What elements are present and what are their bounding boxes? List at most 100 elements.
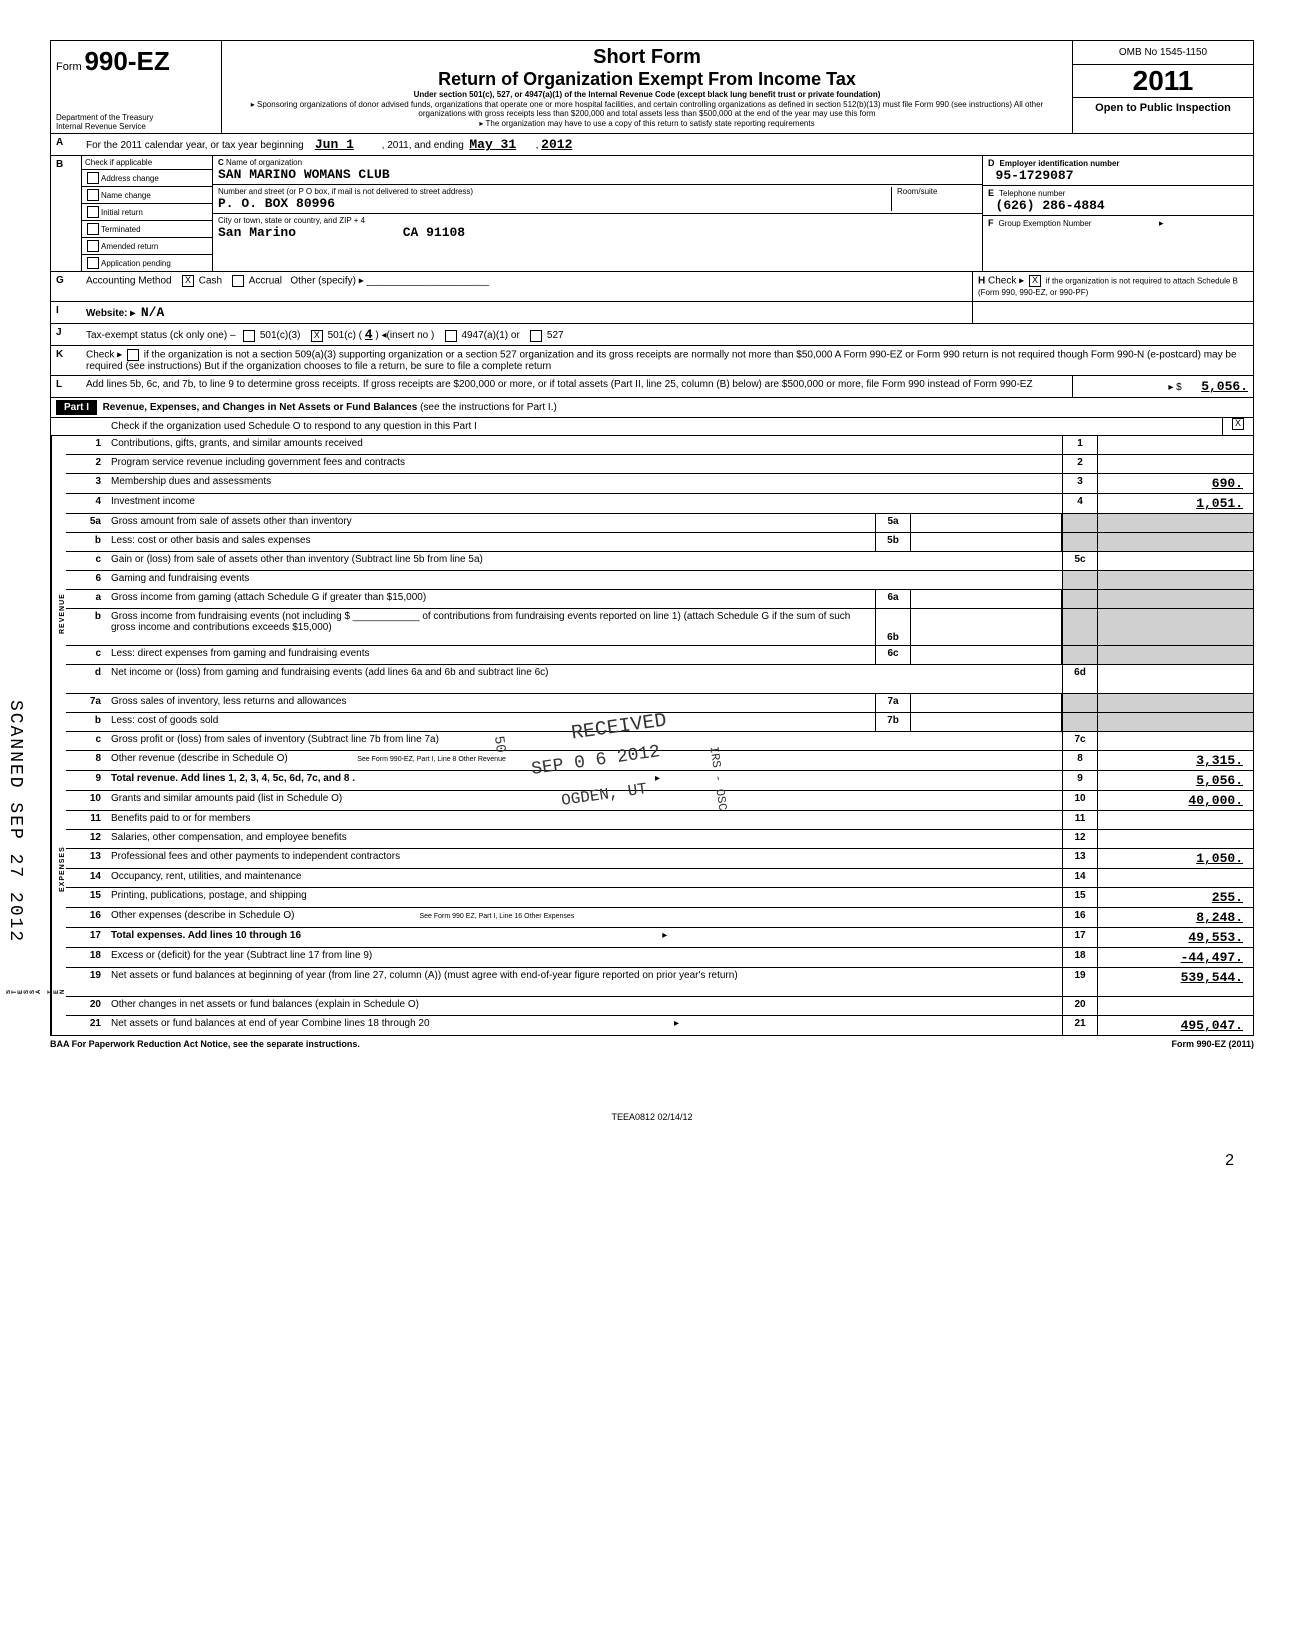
footer-baa: BAA For Paperwork Reduction Act Notice, … [50, 1039, 360, 1049]
return-title: Return of Organization Exempt From Incom… [232, 69, 1062, 90]
part1-check-row: Check if the organization used Schedule … [51, 418, 1253, 436]
website-value: N/A [141, 305, 164, 320]
chk-h[interactable]: X [1029, 275, 1041, 287]
h-text: Check ▸ [988, 276, 1024, 287]
chk-initial[interactable] [87, 206, 99, 218]
part1-title: Revenue, Expenses, and Changes in Net As… [103, 402, 418, 413]
line8-desc: Other revenue (describe in Schedule O) [111, 753, 288, 764]
line9-desc: Total revenue. Add lines 1, 2, 3, 4, 5c,… [111, 773, 355, 784]
chk-part1[interactable]: X [1232, 418, 1244, 430]
chk-amended[interactable] [87, 240, 99, 252]
a-text: For the 2011 calendar year, or tax year … [86, 140, 304, 151]
room-label: Room/suite [891, 187, 977, 211]
form-prefix: Form [56, 61, 82, 73]
chk-4947[interactable] [445, 330, 457, 342]
line2-desc: Program service revenue including govern… [106, 455, 1062, 473]
k-text: Check ▸ [86, 350, 122, 361]
b-label: Check if applicable [82, 156, 212, 170]
omb-number: OMB No 1545-1150 [1073, 41, 1253, 65]
line19-val: 539,544. [1097, 968, 1253, 996]
form-header: Form 990-EZ Department of the Treasury I… [51, 41, 1253, 134]
line1-desc: Contributions, gifts, grants, and simila… [106, 436, 1062, 454]
open-to-public: Open to Public Inspection [1073, 97, 1253, 118]
line4-desc: Investment income [106, 494, 1062, 513]
line14-val [1097, 869, 1253, 887]
main-table: RECEIVED SEP 0 6 2012 OGDEN, UT IRS - OS… [51, 436, 1253, 1035]
c-label: Name of organization [226, 158, 302, 167]
line3-val: 690. [1097, 474, 1253, 493]
line4-val: 1,051. [1097, 494, 1253, 513]
header-note1: ▸ Sponsoring organizations of donor advi… [232, 100, 1062, 119]
line7b-desc: Less: cost of goods sold [106, 713, 875, 731]
row-i: I Website: ▸ N/A [51, 302, 1253, 324]
lbl-accrual: Accrual [249, 276, 282, 287]
check-column: Check if applicable Address change Name … [82, 156, 213, 271]
line20-val [1097, 997, 1253, 1015]
line6b-desc: Gross income from fundraising events (no… [111, 611, 350, 622]
line15-desc: Printing, publications, postage, and shi… [106, 888, 1062, 907]
f-arrow: ▸ [1159, 218, 1164, 228]
lbl-initial: Initial return [101, 208, 143, 217]
row-gh: G Accounting Method X Cash Accrual Other… [51, 272, 1253, 302]
line5c-desc: Gain or (loss) from sale of assets other… [106, 552, 1062, 570]
lbl-4947: 4947(a)(1) or [461, 330, 519, 341]
chk-name[interactable] [87, 189, 99, 201]
org-city: San Marino [218, 225, 296, 240]
line19-desc: Net assets or fund balances at beginning… [106, 968, 1062, 996]
chk-501c3[interactable] [243, 330, 255, 342]
j-label: Tax-exempt status (ck only one) – [86, 330, 236, 341]
lbl-insert: ) ◂(insert no ) [375, 330, 434, 341]
page-number: 2 [50, 1152, 1254, 1170]
chk-accrual[interactable] [232, 275, 244, 287]
chk-address[interactable] [87, 172, 99, 184]
vert-assets: NET ASSETS [51, 948, 66, 1035]
form-number: 990-EZ [84, 46, 169, 76]
line6d-val [1097, 665, 1253, 693]
footer: BAA For Paperwork Reduction Act Notice, … [50, 1036, 1254, 1052]
lbl-501c: 501(c) ( [328, 330, 362, 341]
chk-pending[interactable] [87, 257, 99, 269]
line13-val: 1,050. [1097, 849, 1253, 868]
row-l: L Add lines 5b, 6c, and 7b, to line 9 to… [51, 376, 1253, 398]
lbl-527: 527 [547, 330, 564, 341]
lbl-name: Name change [101, 191, 151, 200]
row-j: J Tax-exempt status (ck only one) – 501(… [51, 324, 1253, 346]
chk-k[interactable] [127, 349, 139, 361]
line11-desc: Benefits paid to or for members [106, 811, 1062, 829]
org-name: SAN MARINO WOMANS CLUB [218, 167, 390, 182]
line6c-box: 6c [875, 646, 911, 664]
line12-desc: Salaries, other compensation, and employ… [106, 830, 1062, 848]
line6d-desc: Net income or (loss) from gaming and fun… [106, 665, 1062, 693]
chk-cash[interactable]: X [182, 275, 194, 287]
part1-instr: (see the instructions for Part I.) [420, 402, 557, 413]
lbl-terminated: Terminated [101, 225, 141, 234]
row-a: A For the 2011 calendar year, or tax yea… [51, 134, 1253, 156]
lbl-cash: Cash [199, 276, 222, 287]
line6a-box: 6a [875, 590, 911, 608]
lbl-amended: Amended return [101, 242, 158, 251]
chk-501c[interactable]: X [311, 330, 323, 342]
chk-terminated[interactable] [87, 223, 99, 235]
line3-desc: Membership dues and assessments [106, 474, 1062, 493]
chk-527[interactable] [530, 330, 542, 342]
line6c-desc: Less: direct expenses from gaming and fu… [106, 646, 875, 664]
line12-val [1097, 830, 1253, 848]
line13-desc: Professional fees and other payments to … [106, 849, 1062, 868]
line11-val [1097, 811, 1253, 829]
part1-header: Part I Revenue, Expenses, and Changes in… [51, 398, 1253, 418]
line17-desc: Total expenses. Add lines 10 through 16 [111, 930, 301, 941]
teea-code: TEEA0812 02/14/12 [50, 1112, 1254, 1122]
bcdef-block: B Check if applicable Address change Nam… [51, 156, 1253, 272]
line10-desc: Grants and similar amounts paid (list in… [106, 791, 1062, 810]
line17-val: 49,553. [1097, 928, 1253, 947]
ein-value: 95-1729087 [996, 168, 1074, 183]
line5b-box: 5b [875, 533, 911, 551]
line15-val: 255. [1097, 888, 1253, 907]
line8-val: 3,315. [1097, 751, 1253, 770]
line16-note: See Form 990 EZ, Part I, Line 16 Other E… [419, 913, 574, 920]
scanned-stamp: SCANNED SEP 27 2012 [5, 700, 25, 943]
line7c-val [1097, 732, 1253, 750]
line20-desc: Other changes in net assets or fund bala… [106, 997, 1062, 1015]
name-block: C Name of organizationSAN MARINO WOMANS … [213, 156, 982, 271]
vert-revenue: REVENUE [51, 436, 66, 791]
